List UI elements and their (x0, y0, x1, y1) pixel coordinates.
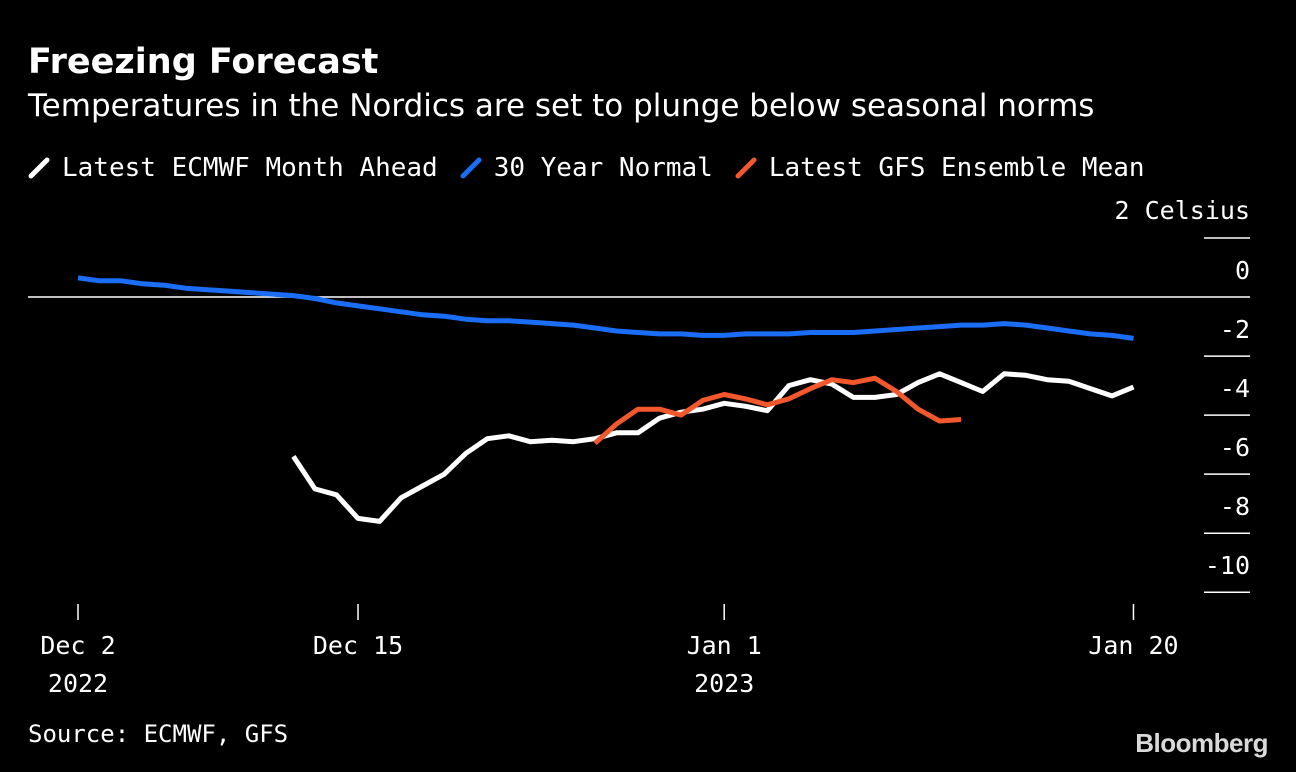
source-note: Source: ECMWF, GFS (28, 720, 289, 748)
y-axis-unit-label: 2 Celsius (1115, 196, 1250, 225)
series-line-30-year-normal (77, 275, 1134, 341)
legend-item-gfs: Latest GFS Ensemble Mean (735, 153, 1145, 183)
legend-item-ecmwf: Latest ECMWF Month Ahead (28, 153, 438, 183)
legend-swatch-normal (460, 157, 482, 179)
legend: Latest ECMWF Month Ahead 30 Year Normal … (28, 150, 1167, 186)
legend-label-ecmwf: Latest ECMWF Month Ahead (62, 153, 438, 183)
legend-swatch-normal-mark (460, 157, 482, 179)
y-tick-label: 0 (1235, 256, 1250, 285)
x-tick-label: Jan 1 (687, 631, 762, 660)
chart-title: Freezing Forecast (28, 42, 379, 82)
y-tick-label: -8 (1220, 492, 1250, 521)
legend-label-normal: 30 Year Normal (493, 153, 713, 183)
x-tick-label: Jan 20 (1088, 631, 1178, 660)
legend-label-gfs: Latest GFS Ensemble Mean (768, 153, 1145, 183)
legend-item-normal: 30 Year Normal (460, 153, 713, 183)
x-tick-label: Dec 15 (313, 631, 403, 660)
x-tick-label: Dec 2 (40, 631, 115, 660)
legend-swatch-ecmwf (28, 157, 50, 179)
x-tick-sublabel: 2022 (48, 669, 108, 698)
legend-swatch-gfs-mark (735, 157, 757, 179)
y-tick-label: -10 (1205, 551, 1250, 580)
x-tick-sublabel: 2023 (694, 669, 754, 698)
legend-swatch-gfs (735, 157, 757, 179)
legend-swatch-ecmwf-mark (28, 157, 50, 179)
series-line-latest-gfs-ensemble-mean (593, 375, 962, 446)
bloomberg-logo: Bloomberg (1135, 728, 1268, 758)
series-line-latest-ecmwf-month-ahead (291, 371, 1135, 524)
y-tick-label: -6 (1220, 433, 1250, 462)
y-tick-label: -2 (1220, 315, 1250, 344)
y-tick-label: -4 (1220, 374, 1250, 403)
chart-subtitle: Temperatures in the Nordics are set to p… (28, 88, 1095, 124)
